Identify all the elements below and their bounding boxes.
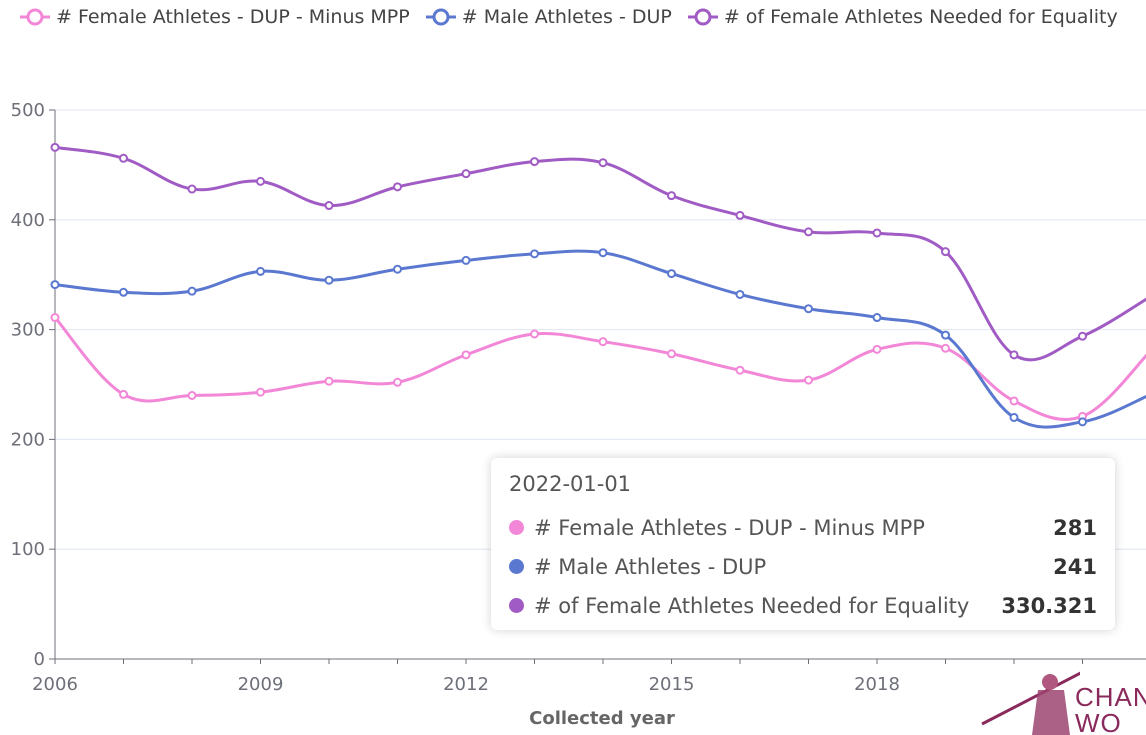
data-point [737,212,744,219]
data-point [189,392,196,399]
data-point [874,229,881,236]
series-dot-icon [509,520,524,535]
data-point [394,266,401,273]
series-dot-icon [509,598,524,613]
tooltip-series-name: # of Female Athletes Needed for Equality [534,594,1001,618]
data-point [52,281,59,288]
data-point [189,288,196,295]
series-lines [52,144,1146,427]
data-point [120,391,127,398]
data-point [874,346,881,353]
tooltip-series-value: 241 [1053,555,1097,579]
data-point [120,289,127,296]
tooltip-row: # Male Athletes - DUP 241 [509,547,1097,586]
tooltip-series-value: 281 [1053,516,1097,540]
data-point [600,338,607,345]
data-point [531,330,538,337]
data-point [874,314,881,321]
data-point [737,291,744,298]
legend-item-male[interactable]: # Male Athletes - DUP [426,6,672,28]
y-tick-label: 0 [34,649,45,670]
x-tick-label: 2015 [649,674,695,695]
x-tick-label: 2018 [854,674,900,695]
logo-text-line: CHAN [1075,684,1146,710]
data-point [120,155,127,162]
legend-marker-icon [426,7,456,27]
x-axis-title: Collected year [529,708,675,729]
data-point [326,202,333,209]
data-point [326,378,333,385]
y-tick-label: 300 [11,320,45,341]
data-point [942,248,949,255]
data-point [805,377,812,384]
data-point [1079,418,1086,425]
legend: # Female Athletes - DUP - Minus MPP # Ma… [20,6,1134,28]
legend-label: # Male Athletes - DUP [462,6,672,28]
legend-label: # of Female Athletes Needed for Equality [724,6,1118,28]
data-point [257,268,264,275]
data-point [1079,333,1086,340]
legend-item-female-minus-mpp[interactable]: # Female Athletes - DUP - Minus MPP [20,6,410,28]
x-tick-label: 2009 [238,674,284,695]
data-point [257,389,264,396]
brand-logo: CHAN WO [980,660,1146,735]
data-point [805,305,812,312]
series-dot-icon [509,559,524,574]
data-point [600,159,607,166]
data-point [1011,397,1018,404]
tooltip-title: 2022-01-01 [509,472,1097,496]
data-point [668,350,675,357]
tooltip-series-name: # Male Athletes - DUP [534,555,1053,579]
data-point [463,351,470,358]
data-point [805,228,812,235]
tooltip-series-value: 330.321 [1001,594,1097,618]
data-point [463,170,470,177]
legend-label: # Female Athletes - DUP - Minus MPP [56,6,410,28]
data-point [394,379,401,386]
data-point [668,270,675,277]
y-tick-label: 500 [11,100,45,121]
x-tick-label: 2012 [443,674,489,695]
data-point [531,158,538,165]
data-point [52,314,59,321]
y-tick-label: 200 [11,429,45,450]
tooltip-row: # of Female Athletes Needed for Equality… [509,586,1097,625]
series-line [55,318,1146,420]
chart-tooltip: 2022-01-01 # Female Athletes - DUP - Min… [491,458,1115,630]
logo-text-line: WO [1075,710,1146,735]
data-point [942,345,949,352]
tooltip-row: # Female Athletes - DUP - Minus MPP 281 [509,508,1097,547]
data-point [394,183,401,190]
data-point [1011,414,1018,421]
data-point [257,178,264,185]
data-point [326,277,333,284]
data-point [600,249,607,256]
data-point [737,367,744,374]
data-point [463,257,470,264]
data-point [942,332,949,339]
x-tick-label: 2006 [32,674,78,695]
y-tick-label: 100 [11,539,45,560]
data-point [52,144,59,151]
data-point [1011,351,1018,358]
legend-marker-icon [688,7,718,27]
logo-text: CHAN WO [1075,684,1146,735]
javelin-athlete-icon [980,660,1080,735]
data-point [668,192,675,199]
data-point [531,250,538,257]
data-point [189,186,196,193]
legend-item-female-needed[interactable]: # of Female Athletes Needed for Equality [688,6,1118,28]
y-tick-label: 400 [11,210,45,231]
tooltip-series-name: # Female Athletes - DUP - Minus MPP [534,516,1053,540]
legend-marker-icon [20,7,50,27]
series-1 [52,249,1146,427]
